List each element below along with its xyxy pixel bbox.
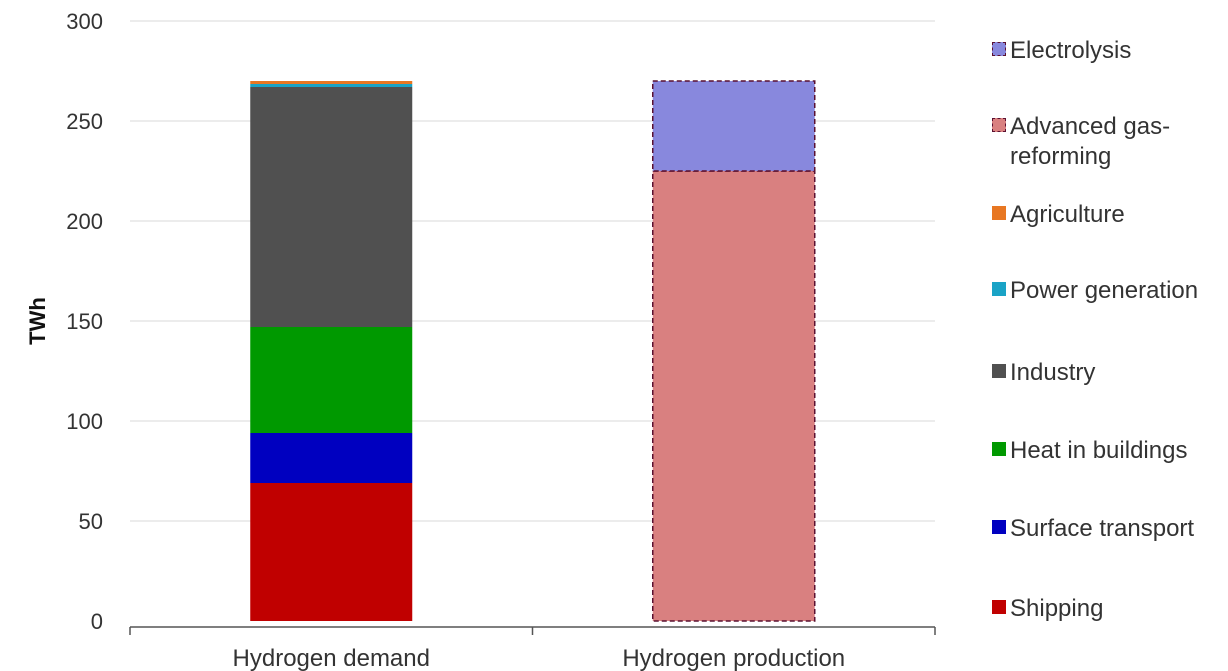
legend-swatch (992, 600, 1006, 614)
legend-label: Agriculture (1010, 201, 1125, 228)
bar-segment (250, 84, 413, 87)
bar-segment (250, 81, 413, 84)
legend-swatch (992, 520, 1006, 534)
legend-item: Heat in buildings (992, 436, 1220, 466)
legend-label: Surface transport (1010, 515, 1195, 542)
y-tick-label: 250 (66, 109, 103, 134)
legend-item: Shipping (992, 594, 1220, 624)
legend-swatch (992, 42, 1006, 56)
legend-swatch (992, 282, 1006, 296)
y-tick-label: 150 (66, 309, 103, 334)
legend-label: Shipping (1010, 595, 1104, 622)
bar-segment (652, 80, 816, 172)
x-axis: Hydrogen demand Hydrogen production (129, 626, 936, 671)
y-tick-label: 100 (66, 409, 103, 434)
x-category-label: Hydrogen production (622, 645, 845, 671)
legend-swatch (992, 442, 1006, 456)
legend-label: Power generation (1010, 277, 1199, 304)
legend-item: Industry (992, 358, 1220, 388)
legend-label: Heat in buildings (1010, 437, 1188, 464)
legend-label: Industry (1010, 359, 1096, 386)
legend-item: Surface transport (992, 514, 1220, 544)
legend-label: Advanced gas-reforming (1010, 113, 1171, 170)
legend-label: Electrolysis (1010, 37, 1132, 64)
legend-item: Agriculture (992, 200, 1220, 230)
bar-segment (652, 170, 816, 622)
y-tick-label: 300 (66, 9, 103, 34)
y-tick-label: 0 (91, 609, 103, 634)
y-axis-ticks: 0 50 100 150 200 250 300 (66, 9, 103, 634)
bar-segment (250, 327, 413, 433)
legend-swatch (992, 206, 1006, 220)
bar-segment (250, 87, 413, 327)
legend-swatch (992, 364, 1006, 378)
legend-item: Electrolysis (992, 36, 1220, 66)
legend-swatch (992, 118, 1006, 132)
bar-segment (250, 433, 413, 483)
y-tick-label: 200 (66, 209, 103, 234)
y-tick-label: 50 (79, 509, 103, 534)
bar-segment (250, 483, 413, 621)
bars (250, 80, 816, 622)
y-axis-title: TWh (25, 297, 50, 345)
legend-item: Power generation (992, 276, 1220, 306)
legend-item: Advanced gas-reforming (992, 112, 1180, 172)
x-category-label: Hydrogen demand (233, 645, 430, 671)
